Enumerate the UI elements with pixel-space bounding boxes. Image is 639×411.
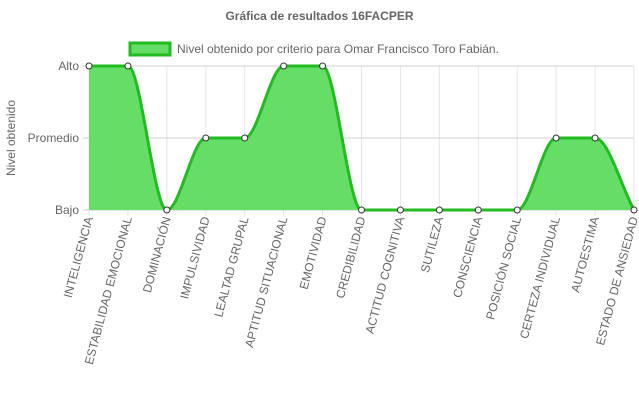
data-point[interactable] (474, 206, 482, 214)
legend-swatch (128, 41, 172, 57)
legend-label: Nivel obtenido por criterio para Omar Fr… (177, 42, 499, 56)
x-tick-label: ACTITUD COGNITIVA (363, 215, 408, 335)
data-point[interactable] (280, 62, 288, 70)
data-point[interactable] (552, 134, 560, 142)
x-tick-label: AUTOESTIMA (568, 215, 602, 294)
y-axis: Bajo Promedio Alto (28, 59, 80, 217)
x-tick-label: POSICIÓN SOCIAL (482, 215, 524, 322)
data-point[interactable] (358, 206, 365, 214)
data-point[interactable] (241, 134, 249, 142)
x-tick-label: SUTILEZA (418, 215, 446, 274)
series-area (89, 66, 634, 210)
x-tick-label: DOMINACIÓN (139, 215, 174, 294)
data-point[interactable] (513, 206, 521, 214)
data-point[interactable] (630, 206, 638, 214)
x-tick-label: LEALTAD GRUPAL (211, 215, 251, 319)
data-point[interactable] (202, 134, 210, 142)
x-tick-label: IMPULSIVIDAD (177, 215, 213, 301)
x-tick-label: CERTEZA INDIVIDUAL (517, 215, 563, 340)
y-tick-label: Promedio (28, 131, 80, 145)
x-tick-label: INTELIGENCIA (61, 215, 96, 299)
data-point[interactable] (396, 206, 404, 214)
data-point[interactable] (591, 134, 599, 142)
x-tick-label: ESTADO DE ANSIEDAD (593, 215, 639, 347)
data-point[interactable] (124, 62, 132, 70)
legend[interactable]: Nivel obtenido por criterio para Omar Fr… (128, 41, 499, 57)
data-point[interactable] (163, 206, 171, 214)
y-tick-label: Alto (58, 59, 79, 73)
y-tick-label: Bajo (55, 203, 79, 217)
x-tick-label: EMOTIVIDAD (297, 215, 330, 291)
x-tick-label: CONSCIENCIA (450, 215, 485, 299)
data-point[interactable] (435, 206, 443, 214)
data-points (85, 62, 638, 214)
x-tick-label: APTITUD SITUACIONAL (242, 215, 290, 349)
x-tick-label: CREDIBILIDAD (333, 215, 368, 300)
y-axis-title: Nivel obtenido (4, 100, 18, 176)
data-point[interactable] (85, 62, 93, 70)
data-point[interactable] (319, 62, 327, 70)
chart-title: Gráfica de resultados 16FACPER (225, 9, 413, 23)
